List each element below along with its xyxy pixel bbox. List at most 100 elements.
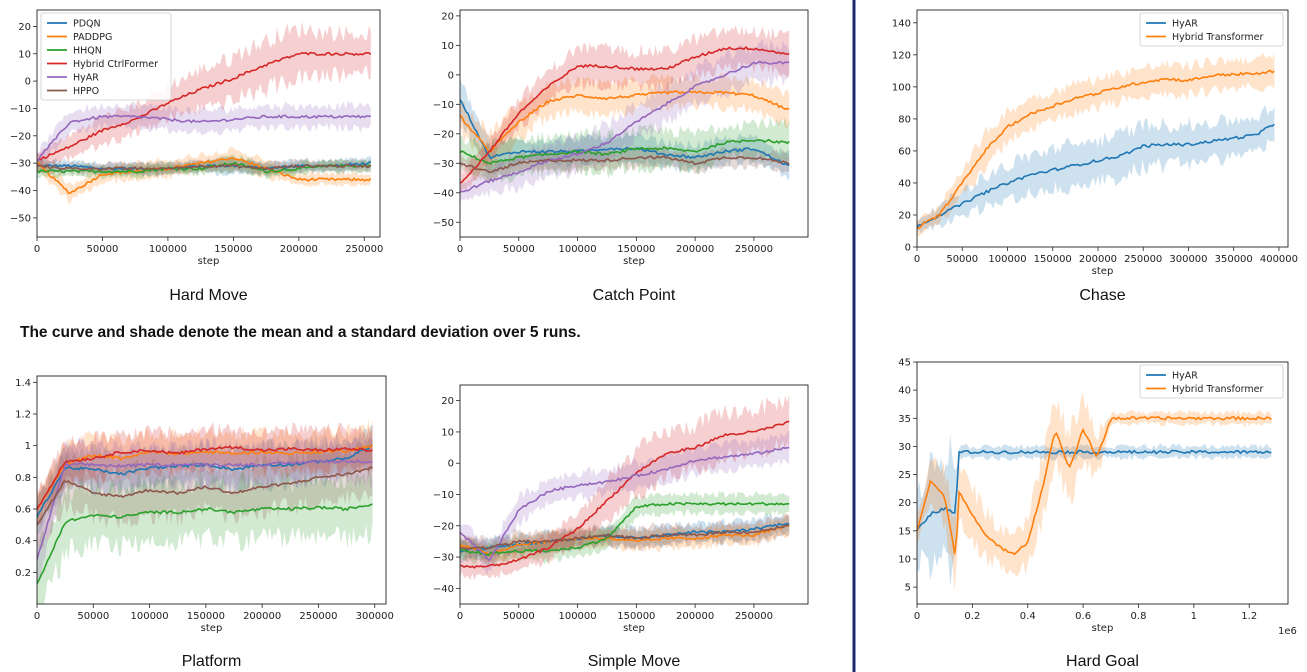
- panel-title: Platform: [182, 653, 242, 670]
- line-hppo: [460, 524, 790, 550]
- chart-hard-move: 0 50000 100000 150000 200000 250000 −50 −40 −30 −…: [10, 9, 383, 304]
- line-hybrid-ctrlformer: [37, 51, 372, 161]
- line-paddpg: [460, 524, 790, 556]
- y-tick-label: 30: [898, 442, 911, 453]
- x-tick-label: 0.4: [1020, 611, 1036, 622]
- y-tick-label: 20: [441, 396, 454, 407]
- plot-area: [917, 392, 1272, 592]
- line-paddpg: [37, 444, 374, 509]
- x-tick-label: 150000: [617, 611, 655, 622]
- line-hyar: [917, 123, 1275, 228]
- y-tick-label: −20: [10, 131, 31, 142]
- line-pdqn: [460, 99, 790, 167]
- legend-label-hybrid-ctrlformer: Hybrid CtrlFormer: [73, 59, 158, 70]
- x-tick-label: 0.6: [1075, 611, 1091, 622]
- chart-hard-goal: 0 0.2 0.4 0.6 0.8 1 1.2 5 10 15 20 25 30 35 40 45 step 1e…: [898, 358, 1297, 671]
- x-axis-label: step: [198, 256, 220, 267]
- band-hppo: [37, 438, 373, 551]
- x-axis-label: step: [623, 256, 645, 267]
- x-tick-label: 200000: [1079, 254, 1117, 265]
- figure-caption: The curve and shade denote the mean and …: [20, 324, 581, 341]
- band-pdqn: [37, 424, 373, 535]
- band-hybrid-ctrlformer: [460, 25, 790, 195]
- x-tick-label: 250000: [345, 244, 383, 255]
- y-tick-label: 10: [18, 49, 31, 60]
- legend: HyAR Hybrid Transformer: [1139, 12, 1284, 47]
- x-offset-label: 1e6: [1278, 626, 1297, 637]
- y-tick-label: −10: [10, 104, 31, 115]
- line-hybrid-transformer: [917, 415, 1272, 556]
- x-tick-label: 150000: [617, 244, 655, 255]
- x-tick-label: 50000: [87, 244, 119, 255]
- line-hybrid-ctrlformer: [37, 445, 373, 510]
- band-hppo: [460, 144, 790, 183]
- chart-chase: 0 50000 100000 150000 200000 250000 300000 3500…: [892, 9, 1298, 304]
- line-hybrid-ctrlformer: [460, 45, 790, 184]
- band-hybrid-transformer: [917, 52, 1275, 238]
- y-tick-label: 0: [448, 459, 454, 470]
- legend-label-hhqn: HHQN: [73, 46, 102, 57]
- panel-title: Chase: [1079, 287, 1125, 304]
- x-tick-label: 0: [34, 611, 40, 622]
- legend: HyAR Hybrid Transformer: [1139, 364, 1284, 399]
- x-tick-label: 100000: [558, 611, 596, 622]
- line-paddpg: [460, 90, 790, 153]
- panel-title: Catch Point: [593, 287, 676, 304]
- band-hyar: [917, 434, 1272, 587]
- x-tick-label: 250000: [299, 611, 337, 622]
- x-tick-label: 0: [914, 611, 920, 622]
- y-tick-label: 100: [892, 82, 911, 93]
- y-tick-label: −10: [433, 100, 454, 111]
- panel-title: Hard Move: [169, 287, 247, 304]
- y-tick-label: 10: [898, 554, 911, 565]
- y-tick-label: 25: [898, 470, 911, 481]
- legend-label-hybrid-transformer: Hybrid Transformer: [1172, 32, 1263, 43]
- x-tick-label: 0.8: [1131, 611, 1147, 622]
- y-tick-label: 20: [898, 498, 911, 509]
- y-tick-label: −50: [10, 213, 31, 224]
- legend-label-paddpg: PADDPG: [73, 32, 112, 43]
- y-tick-label: 0.4: [15, 536, 31, 547]
- panel-title: Simple Move: [588, 653, 681, 670]
- y-tick-label: 20: [18, 22, 31, 33]
- y-tick-label: −20: [433, 129, 454, 140]
- plot-area: [37, 419, 374, 604]
- x-axis-label: step: [201, 623, 223, 634]
- y-tick-label: 15: [898, 526, 911, 537]
- y-tick-label: 60: [898, 146, 911, 157]
- line-hyar: [37, 114, 371, 162]
- line-hhqn: [460, 138, 790, 165]
- y-tick-label: 120: [892, 50, 911, 61]
- y-tick-label: 80: [898, 114, 911, 125]
- line-hyar: [460, 446, 790, 562]
- band-hybrid-ctrlformer: [460, 394, 790, 581]
- line-hhqn: [37, 503, 373, 585]
- y-tick-label: −40: [10, 186, 31, 197]
- y-tick-label: 10: [441, 427, 454, 438]
- band-hybrid-transformer: [917, 392, 1272, 592]
- y-tick-label: 0.6: [15, 505, 31, 516]
- y-tick-label: −30: [433, 553, 454, 564]
- y-tick-label: 1.4: [15, 378, 31, 389]
- band-hyar: [460, 430, 790, 575]
- x-tick-label: 200000: [676, 611, 714, 622]
- x-tick-label: 100000: [558, 244, 596, 255]
- plot-area: [917, 52, 1275, 238]
- x-axis-label: step: [623, 623, 645, 634]
- chart-platform: 0 50000 100000 150000 200000 250000 300000 0.2 0…: [15, 375, 394, 670]
- chart-simple-move: 0 50000 100000 150000 200000 250000 −40 −30 −20 −…: [433, 384, 809, 670]
- y-tick-label: 40: [898, 178, 911, 189]
- legend-box: [1139, 364, 1284, 399]
- line-hybrid-transformer: [917, 69, 1275, 230]
- legend-label-pdqn: PDQN: [73, 19, 101, 30]
- x-tick-label: 150000: [1034, 254, 1072, 265]
- y-tick-label: 140: [892, 18, 911, 29]
- y-tick-label: 5: [905, 583, 911, 594]
- legend-box: [40, 12, 172, 101]
- y-tick-label: 35: [898, 414, 911, 425]
- line-hyar: [460, 60, 790, 193]
- y-tick-label: 40: [898, 386, 911, 397]
- legend-label-hyar: HyAR: [1172, 19, 1198, 30]
- y-tick-label: −40: [433, 188, 454, 199]
- axes-frame: [36, 9, 381, 238]
